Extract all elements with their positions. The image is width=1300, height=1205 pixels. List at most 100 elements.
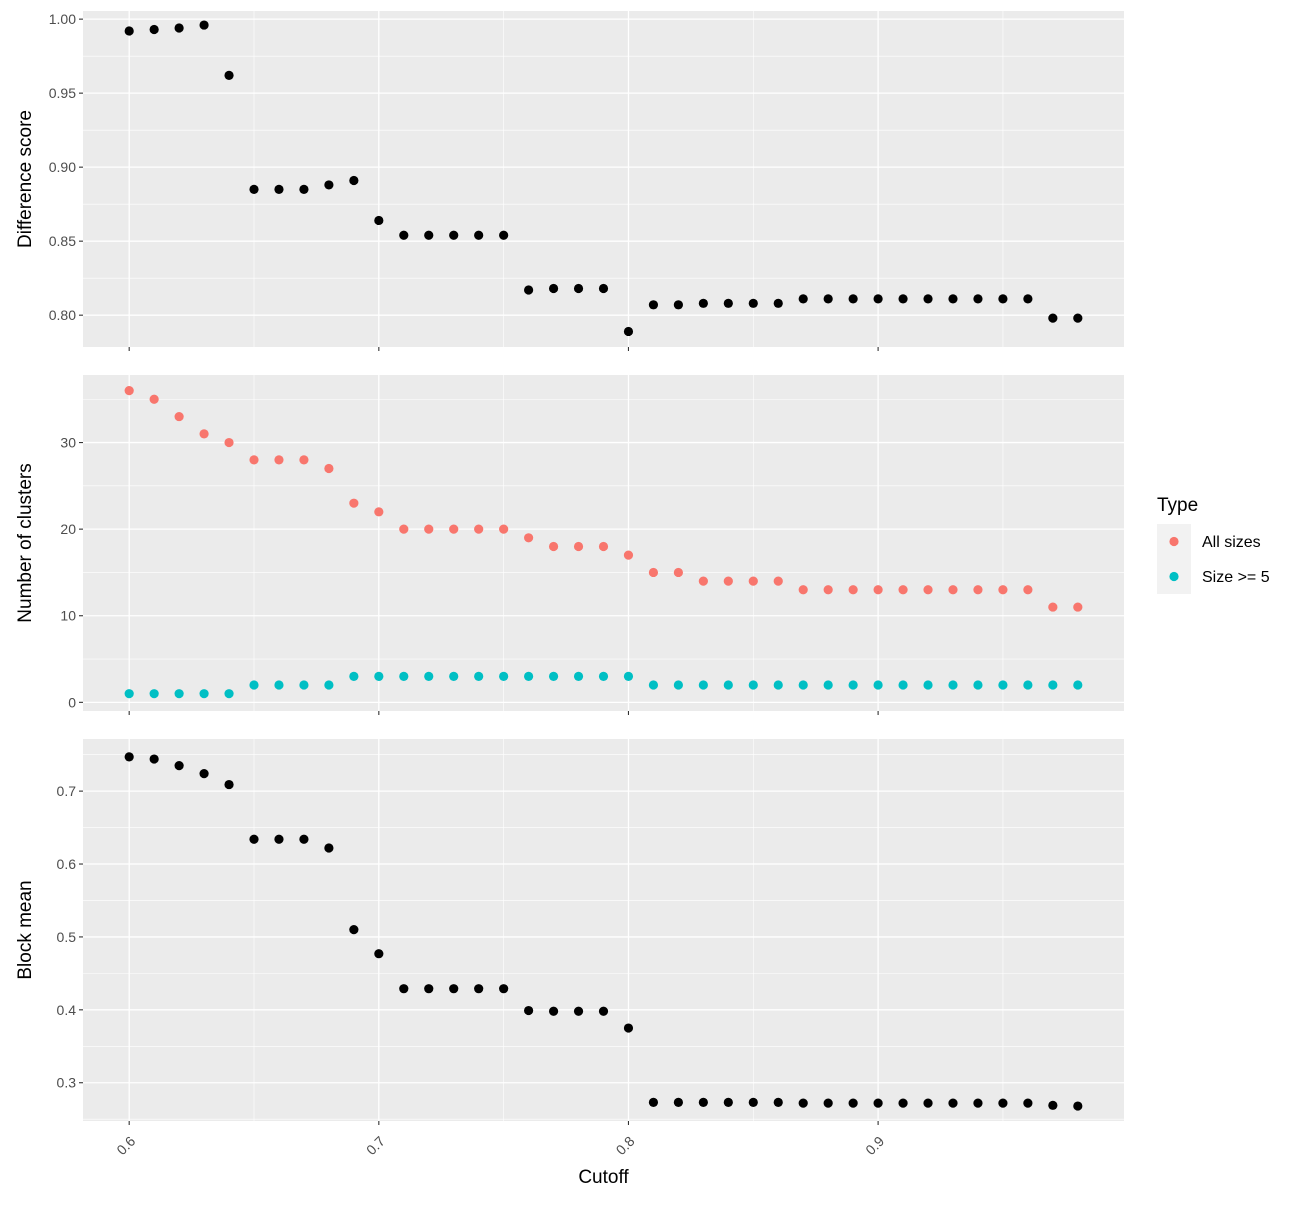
data-point [374,949,384,959]
data-point [249,184,259,194]
data-point [274,455,284,465]
data-point [898,585,908,595]
data-point [174,761,184,771]
data-point [449,984,459,994]
data-point [174,411,184,422]
data-point [1073,313,1083,323]
data-point [848,680,858,690]
data-point [1048,602,1058,612]
data-point [524,1005,534,1016]
data-point [324,843,334,853]
data-point [449,524,459,534]
data-point [873,1098,883,1108]
data-point [1073,680,1083,690]
data-point [249,455,259,465]
data-point [673,680,683,690]
data-point [823,585,833,595]
data-point [573,1006,584,1016]
data-point [1023,294,1033,304]
x-tick-label: 0.9 [862,1133,887,1158]
data-point [748,298,758,308]
y-axis-title: Block mean [15,880,36,979]
data-point [124,689,134,699]
data-point [873,680,883,690]
data-point [174,689,184,699]
data-point [748,680,758,690]
data-point [598,283,609,294]
data-point [948,585,958,595]
data-point [923,294,933,304]
x-tick-label: 0.6 [113,1133,138,1158]
y-tick-label: 0.90 [49,159,76,175]
data-point [898,294,908,304]
panel-2: 0 10 20 30 Number of clusters Type All sizes Si… [15,375,1270,715]
data-point [798,680,808,690]
data-point [923,680,933,690]
data-point [224,779,234,790]
data-point [349,671,359,681]
x-tick-label: 0.7 [363,1133,388,1158]
data-point [324,463,334,474]
data-point [623,671,634,681]
legend-marker [1169,571,1179,582]
data-point [673,300,683,310]
data-point [299,455,309,465]
data-point [1073,1101,1083,1111]
data-point [548,1006,559,1016]
data-point [399,671,409,681]
data-point [149,24,159,35]
data-point [424,984,434,994]
data-point [748,1097,758,1108]
data-point [973,585,983,595]
data-point [524,671,534,681]
data-point [973,1098,983,1108]
data-point [524,533,534,543]
data-point [948,1098,958,1108]
legend-marker [1169,536,1179,547]
data-point [199,429,209,439]
data-point [848,585,858,595]
y-tick-label: 0.4 [57,1002,77,1018]
data-point [224,689,234,699]
data-point [474,984,484,994]
data-point [299,680,309,690]
y-axis-title: Difference score [15,110,36,248]
data-point [374,671,384,681]
data-point [698,1097,708,1108]
data-point [274,680,284,690]
data-point [948,680,958,690]
data-point [998,585,1008,595]
data-point [548,671,559,681]
data-point [324,180,334,190]
data-point [149,689,159,699]
data-point [823,680,833,690]
data-point [1048,1100,1058,1110]
data-point [998,1098,1008,1108]
data-point [723,1097,733,1108]
data-point [249,680,259,690]
data-point [374,507,384,517]
data-point [798,294,808,304]
data-point [673,567,683,578]
data-point [524,285,534,295]
x-axis-title: Cutoff [578,1167,629,1188]
data-point [199,689,209,699]
data-point [199,20,209,30]
data-point [299,834,309,844]
legend-label: Size >= 5 [1202,569,1270,586]
data-point [548,283,559,294]
data-point [623,326,634,337]
data-point [698,298,708,308]
panel-1: 0.80 0.85 0.90 0.95 1.00 Difference score [15,11,1124,351]
data-point [598,1006,609,1016]
data-point [274,184,284,194]
data-point [124,26,134,36]
y-tick-label: 30 [60,435,76,451]
data-point [873,294,883,304]
data-point [1023,585,1033,595]
data-point [648,680,659,690]
data-point [1023,680,1033,690]
y-tick-label: 20 [60,521,76,537]
data-point [399,524,409,534]
